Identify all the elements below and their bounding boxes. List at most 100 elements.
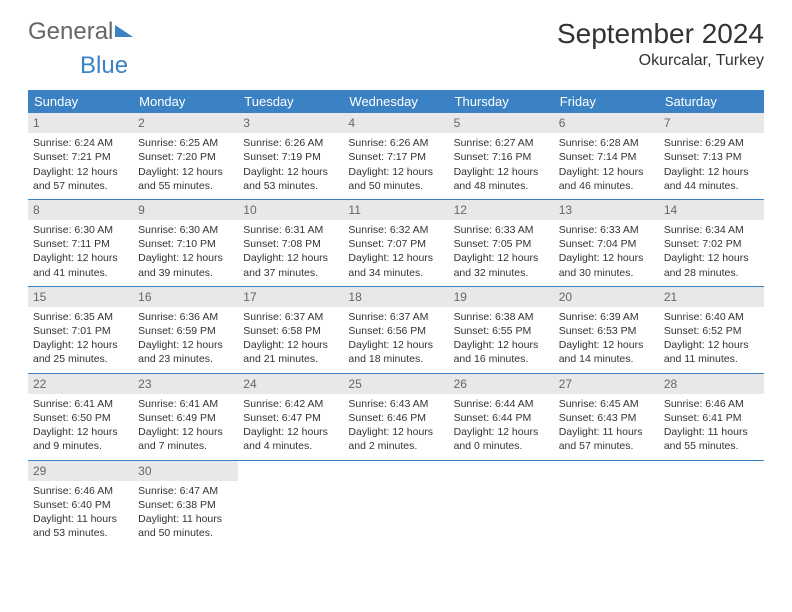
day-info: Sunrise: 6:41 AMSunset: 6:50 PMDaylight:… [33,397,128,454]
day-info: Sunrise: 6:26 AMSunset: 7:19 PMDaylight:… [243,136,338,193]
logo-triangle-icon [115,25,133,37]
day-number: 8 [28,200,133,220]
calendar-cell: 8Sunrise: 6:30 AMSunset: 7:11 PMDaylight… [28,199,133,286]
day-info: Sunrise: 6:44 AMSunset: 6:44 PMDaylight:… [454,397,549,454]
calendar-row: 22 Sunrise: 6:41 AMSunset: 6:50 PMDayligh… [28,373,764,460]
calendar-cell: 17Sunrise: 6:37 AMSunset: 6:58 PMDayligh… [238,286,343,373]
weekday-header: Friday [554,90,659,113]
day-number: 12 [449,200,554,220]
calendar-cell: 7 Sunrise: 6:29 AMSunset: 7:13 PMDaylight… [659,113,764,199]
calendar-cell: 3 Sunrise: 6:26 AMSunset: 7:19 PMDaylight… [238,113,343,199]
day-info: Sunrise: 6:41 AMSunset: 6:49 PMDaylight:… [138,397,233,454]
day-number: 13 [554,200,659,220]
calendar-cell: 16 Sunrise: 6:36 AMSunset: 6:59 PMDayligh… [133,286,238,373]
day-number: 1 [28,113,133,133]
day-info: Sunrise: 6:25 AMSunset: 7:20 PMDaylight:… [138,136,233,193]
calendar-cell: 5 Sunrise: 6:27 AMSunset: 7:16 PMDaylight… [449,113,554,199]
calendar-row: 1 Sunrise: 6:24 AMSunset: 7:21 PMDaylight… [28,113,764,199]
calendar-cell: 4Sunrise: 6:26 AMSunset: 7:17 PMDaylight… [343,113,448,199]
calendar-cell: 9Sunrise: 6:30 AMSunset: 7:10 PMDaylight… [133,199,238,286]
calendar-cell: 2 Sunrise: 6:25 AMSunset: 7:20 PMDaylight… [133,113,238,199]
day-number: 28 [659,374,764,394]
day-number: 3 [238,113,343,133]
day-number: 19 [449,287,554,307]
logo-text-blue: Blue [80,52,128,79]
day-info: Sunrise: 6:46 AMSunset: 6:41 PMDaylight:… [664,397,759,454]
calendar-cell: 19 Sunrise: 6:38 AMSunset: 6:55 PMDayligh… [449,286,554,373]
calendar-cell: 11 Sunrise: 6:32 AMSunset: 7:07 PMDayligh… [343,199,448,286]
day-number: 25 [343,374,448,394]
calendar-table: SundayMondayTuesdayWednesdayThursdayFrid… [28,90,764,546]
calendar-cell: 25 Sunrise: 6:43 AMSunset: 6:46 PMDayligh… [343,373,448,460]
day-info: Sunrise: 6:39 AMSunset: 6:53 PMDaylight:… [559,310,654,367]
calendar-cell [659,460,764,546]
calendar-cell: 21 Sunrise: 6:40 AMSunset: 6:52 PMDayligh… [659,286,764,373]
calendar-cell: 10 Sunrise: 6:31 AMSunset: 7:08 PMDayligh… [238,199,343,286]
calendar-cell [449,460,554,546]
day-info: Sunrise: 6:47 AMSunset: 6:38 PMDaylight:… [138,484,233,541]
day-info: Sunrise: 6:37 AMSunset: 6:56 PMDaylight:… [348,310,443,367]
calendar-cell: 1 Sunrise: 6:24 AMSunset: 7:21 PMDaylight… [28,113,133,199]
calendar-cell: 23 Sunrise: 6:41 AMSunset: 6:49 PMDayligh… [133,373,238,460]
day-info: Sunrise: 6:33 AMSunset: 7:04 PMDaylight:… [559,223,654,280]
day-info: Sunrise: 6:45 AMSunset: 6:43 PMDaylight:… [559,397,654,454]
day-number: 26 [449,374,554,394]
calendar-cell: 18Sunrise: 6:37 AMSunset: 6:56 PMDayligh… [343,286,448,373]
calendar-cell [554,460,659,546]
day-info: Sunrise: 6:24 AMSunset: 7:21 PMDaylight:… [33,136,128,193]
calendar-row: 29 Sunrise: 6:46 AMSunset: 6:40 PMDayligh… [28,460,764,546]
day-info: Sunrise: 6:28 AMSunset: 7:14 PMDaylight:… [559,136,654,193]
weekday-header: Tuesday [238,90,343,113]
day-info: Sunrise: 6:38 AMSunset: 6:55 PMDaylight:… [454,310,549,367]
logo-text-general: General [28,18,113,46]
day-number: 11 [343,200,448,220]
day-info: Sunrise: 6:31 AMSunset: 7:08 PMDaylight:… [243,223,338,280]
day-number: 7 [659,113,764,133]
weekday-header-row: SundayMondayTuesdayWednesdayThursdayFrid… [28,90,764,113]
day-number: 22 [28,374,133,394]
day-info: Sunrise: 6:37 AMSunset: 6:58 PMDaylight:… [243,310,338,367]
calendar-body: 1 Sunrise: 6:24 AMSunset: 7:21 PMDaylight… [28,113,764,546]
calendar-cell: 22 Sunrise: 6:41 AMSunset: 6:50 PMDayligh… [28,373,133,460]
day-info: Sunrise: 6:46 AMSunset: 6:40 PMDaylight:… [33,484,128,541]
day-number: 2 [133,113,238,133]
day-number: 14 [659,200,764,220]
day-info: Sunrise: 6:36 AMSunset: 6:59 PMDaylight:… [138,310,233,367]
weekday-header: Thursday [449,90,554,113]
calendar-cell: 30Sunrise: 6:47 AMSunset: 6:38 PMDayligh… [133,460,238,546]
day-number: 6 [554,113,659,133]
calendar-cell: 13 Sunrise: 6:33 AMSunset: 7:04 PMDayligh… [554,199,659,286]
calendar-cell: 26 Sunrise: 6:44 AMSunset: 6:44 PMDayligh… [449,373,554,460]
day-number: 23 [133,374,238,394]
day-number: 21 [659,287,764,307]
day-number: 29 [28,461,133,481]
weekday-header: Sunday [28,90,133,113]
calendar-cell: 20 Sunrise: 6:39 AMSunset: 6:53 PMDayligh… [554,286,659,373]
day-info: Sunrise: 6:35 AMSunset: 7:01 PMDaylight:… [33,310,128,367]
day-info: Sunrise: 6:27 AMSunset: 7:16 PMDaylight:… [454,136,549,193]
calendar-cell: 29 Sunrise: 6:46 AMSunset: 6:40 PMDayligh… [28,460,133,546]
day-number: 27 [554,374,659,394]
month-title: September 2024 [557,18,764,50]
day-number: 16 [133,287,238,307]
calendar-row: 15 Sunrise: 6:35 AMSunset: 7:01 PMDayligh… [28,286,764,373]
day-info: Sunrise: 6:40 AMSunset: 6:52 PMDaylight:… [664,310,759,367]
weekday-header: Monday [133,90,238,113]
day-info: Sunrise: 6:34 AMSunset: 7:02 PMDaylight:… [664,223,759,280]
calendar-cell: 27 Sunrise: 6:45 AMSunset: 6:43 PMDayligh… [554,373,659,460]
day-info: Sunrise: 6:30 AMSunset: 7:10 PMDaylight:… [138,223,233,280]
calendar-cell: 28 Sunrise: 6:46 AMSunset: 6:41 PMDayligh… [659,373,764,460]
day-info: Sunrise: 6:29 AMSunset: 7:13 PMDaylight:… [664,136,759,193]
day-number: 10 [238,200,343,220]
logo: General [28,18,133,46]
calendar-cell: 15 Sunrise: 6:35 AMSunset: 7:01 PMDayligh… [28,286,133,373]
day-number: 20 [554,287,659,307]
day-number: 15 [28,287,133,307]
day-number: 5 [449,113,554,133]
day-info: Sunrise: 6:43 AMSunset: 6:46 PMDaylight:… [348,397,443,454]
day-number: 24 [238,374,343,394]
day-info: Sunrise: 6:26 AMSunset: 7:17 PMDaylight:… [348,136,443,193]
location: Okurcalar, Turkey [557,52,764,70]
day-info: Sunrise: 6:32 AMSunset: 7:07 PMDaylight:… [348,223,443,280]
calendar-row: 8Sunrise: 6:30 AMSunset: 7:11 PMDaylight… [28,199,764,286]
